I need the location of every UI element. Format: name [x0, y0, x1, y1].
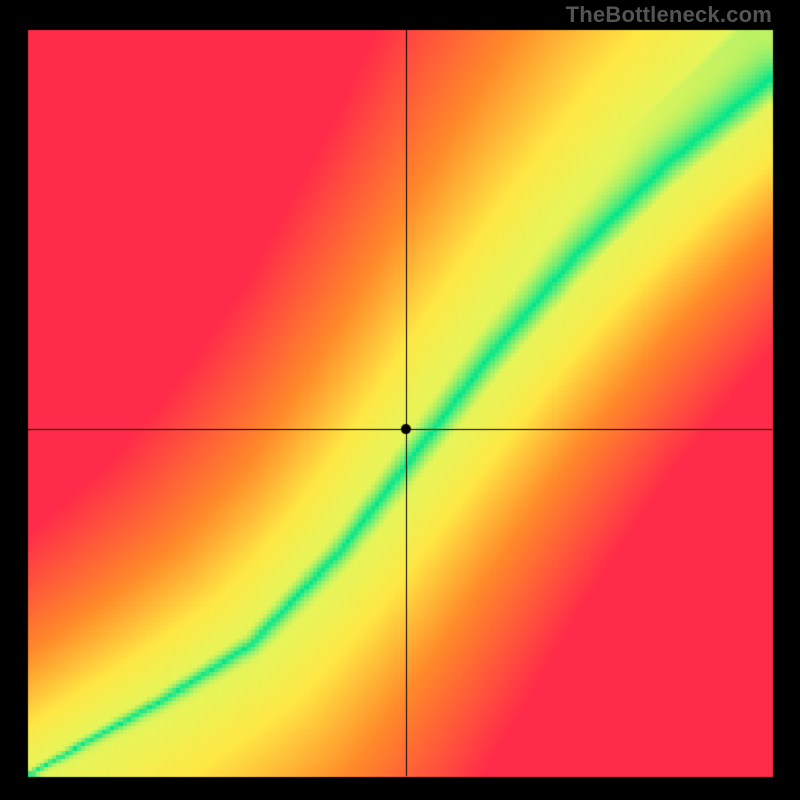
chart-container: TheBottleneck.com	[0, 0, 800, 800]
bottleneck-heatmap	[0, 0, 800, 800]
watermark-text: TheBottleneck.com	[566, 2, 772, 28]
